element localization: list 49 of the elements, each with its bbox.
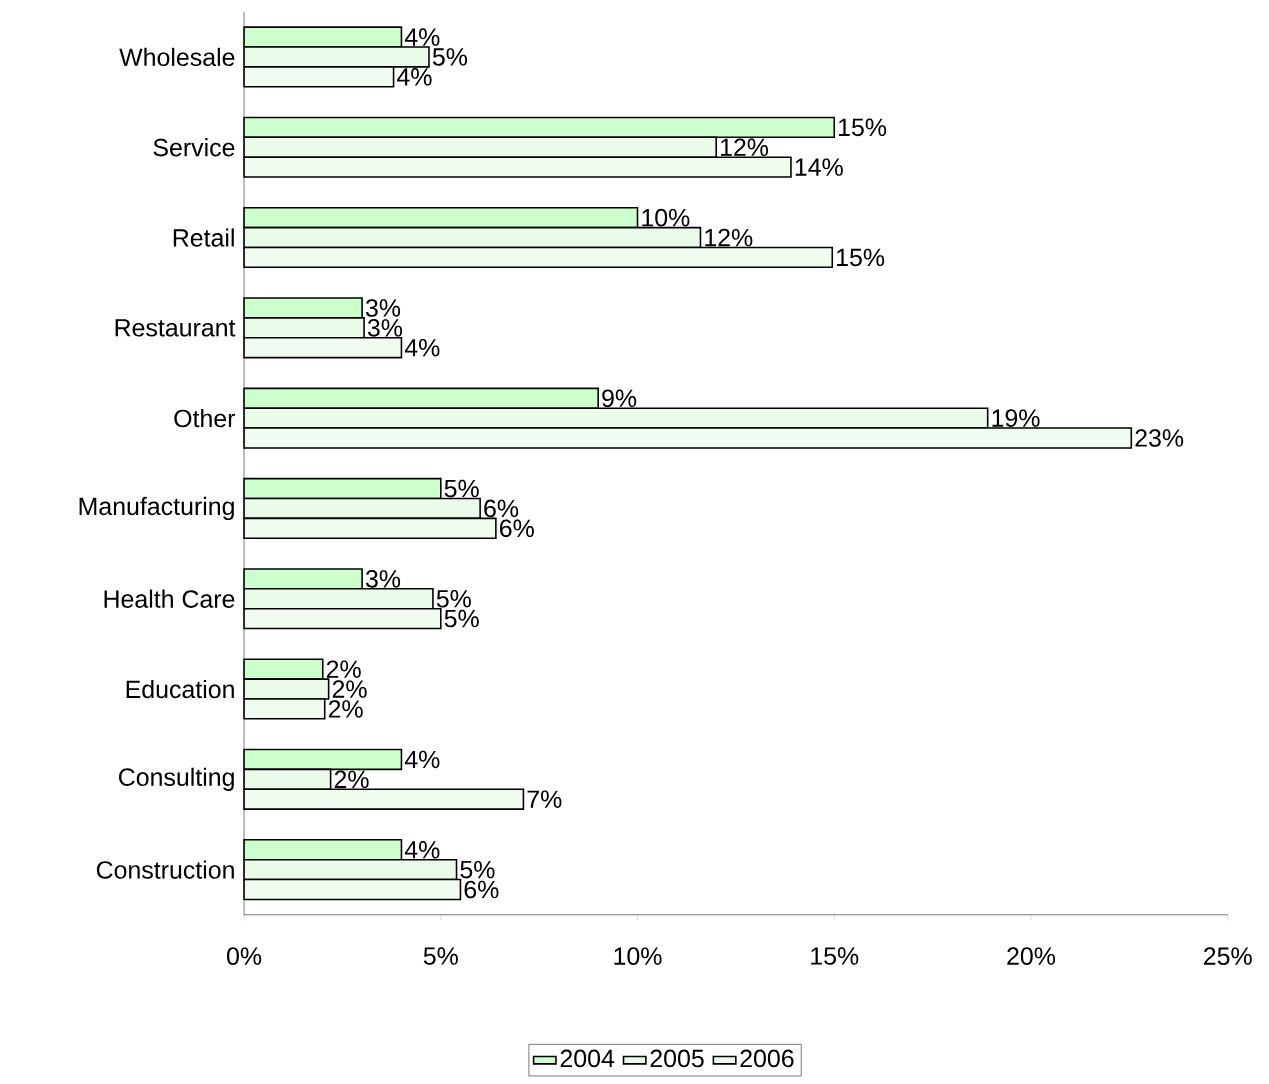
y-tick-label: Construction [96, 860, 234, 879]
x-tick-label: 5% [423, 947, 458, 965]
data-label: 14% [795, 158, 843, 176]
data-label: 5% [432, 48, 467, 66]
data-label: 4% [404, 750, 440, 769]
data-label: 2% [328, 700, 363, 718]
data-label: 5% [460, 860, 495, 879]
x-tick-label: 10% [614, 947, 662, 965]
data-label: 15% [837, 248, 885, 267]
data-label: 5% [444, 609, 479, 628]
data-label: 15% [839, 118, 887, 137]
data-label: 10% [642, 208, 690, 227]
data-label: 5% [444, 479, 479, 498]
y-tick-label: Health Care [104, 589, 235, 608]
data-label: 6% [464, 880, 499, 899]
y-tick-label: Restaurant [115, 319, 236, 337]
data-label: 19% [992, 409, 1040, 427]
y-tick-label: Wholesale [119, 47, 235, 67]
x-tick-label: 25% [1204, 947, 1252, 965]
data-label: 6% [500, 519, 534, 538]
data-label: 4% [404, 28, 440, 46]
y-tick-label: Consulting [119, 767, 234, 791]
y-tick-label: Retail [173, 228, 234, 247]
x-tick-label: 0% [227, 947, 262, 965]
data-label: 3% [367, 319, 403, 337]
legend-label: 2004 [560, 1049, 615, 1068]
data-label: 9% [602, 389, 637, 408]
x-tick-label: 15% [811, 947, 859, 965]
y-tick-label: Education [126, 679, 234, 699]
data-label: 4% [397, 68, 432, 86]
data-label: 3% [365, 570, 401, 588]
legend-label: 2005 [650, 1049, 704, 1068]
data-label: 4% [404, 841, 440, 859]
x-tick-label: 20% [1007, 947, 1056, 965]
data-label: 3% [365, 299, 401, 317]
data-label: 4% [404, 339, 440, 357]
data-label: 12% [705, 228, 753, 247]
data-label: 5% [436, 590, 471, 608]
data-label: 2% [326, 660, 361, 678]
data-label: 12% [720, 138, 769, 157]
legend-label: 2006 [740, 1049, 794, 1068]
data-label: 7% [527, 790, 562, 808]
y-tick-label: Other [174, 409, 236, 428]
data-label: 6% [484, 499, 519, 518]
y-tick-label: Service [153, 138, 235, 157]
data-label: 2% [334, 770, 369, 789]
y-tick-label: Manufacturing [79, 496, 234, 521]
data-label: 2% [332, 680, 367, 698]
data-label: 23% [1135, 429, 1184, 447]
